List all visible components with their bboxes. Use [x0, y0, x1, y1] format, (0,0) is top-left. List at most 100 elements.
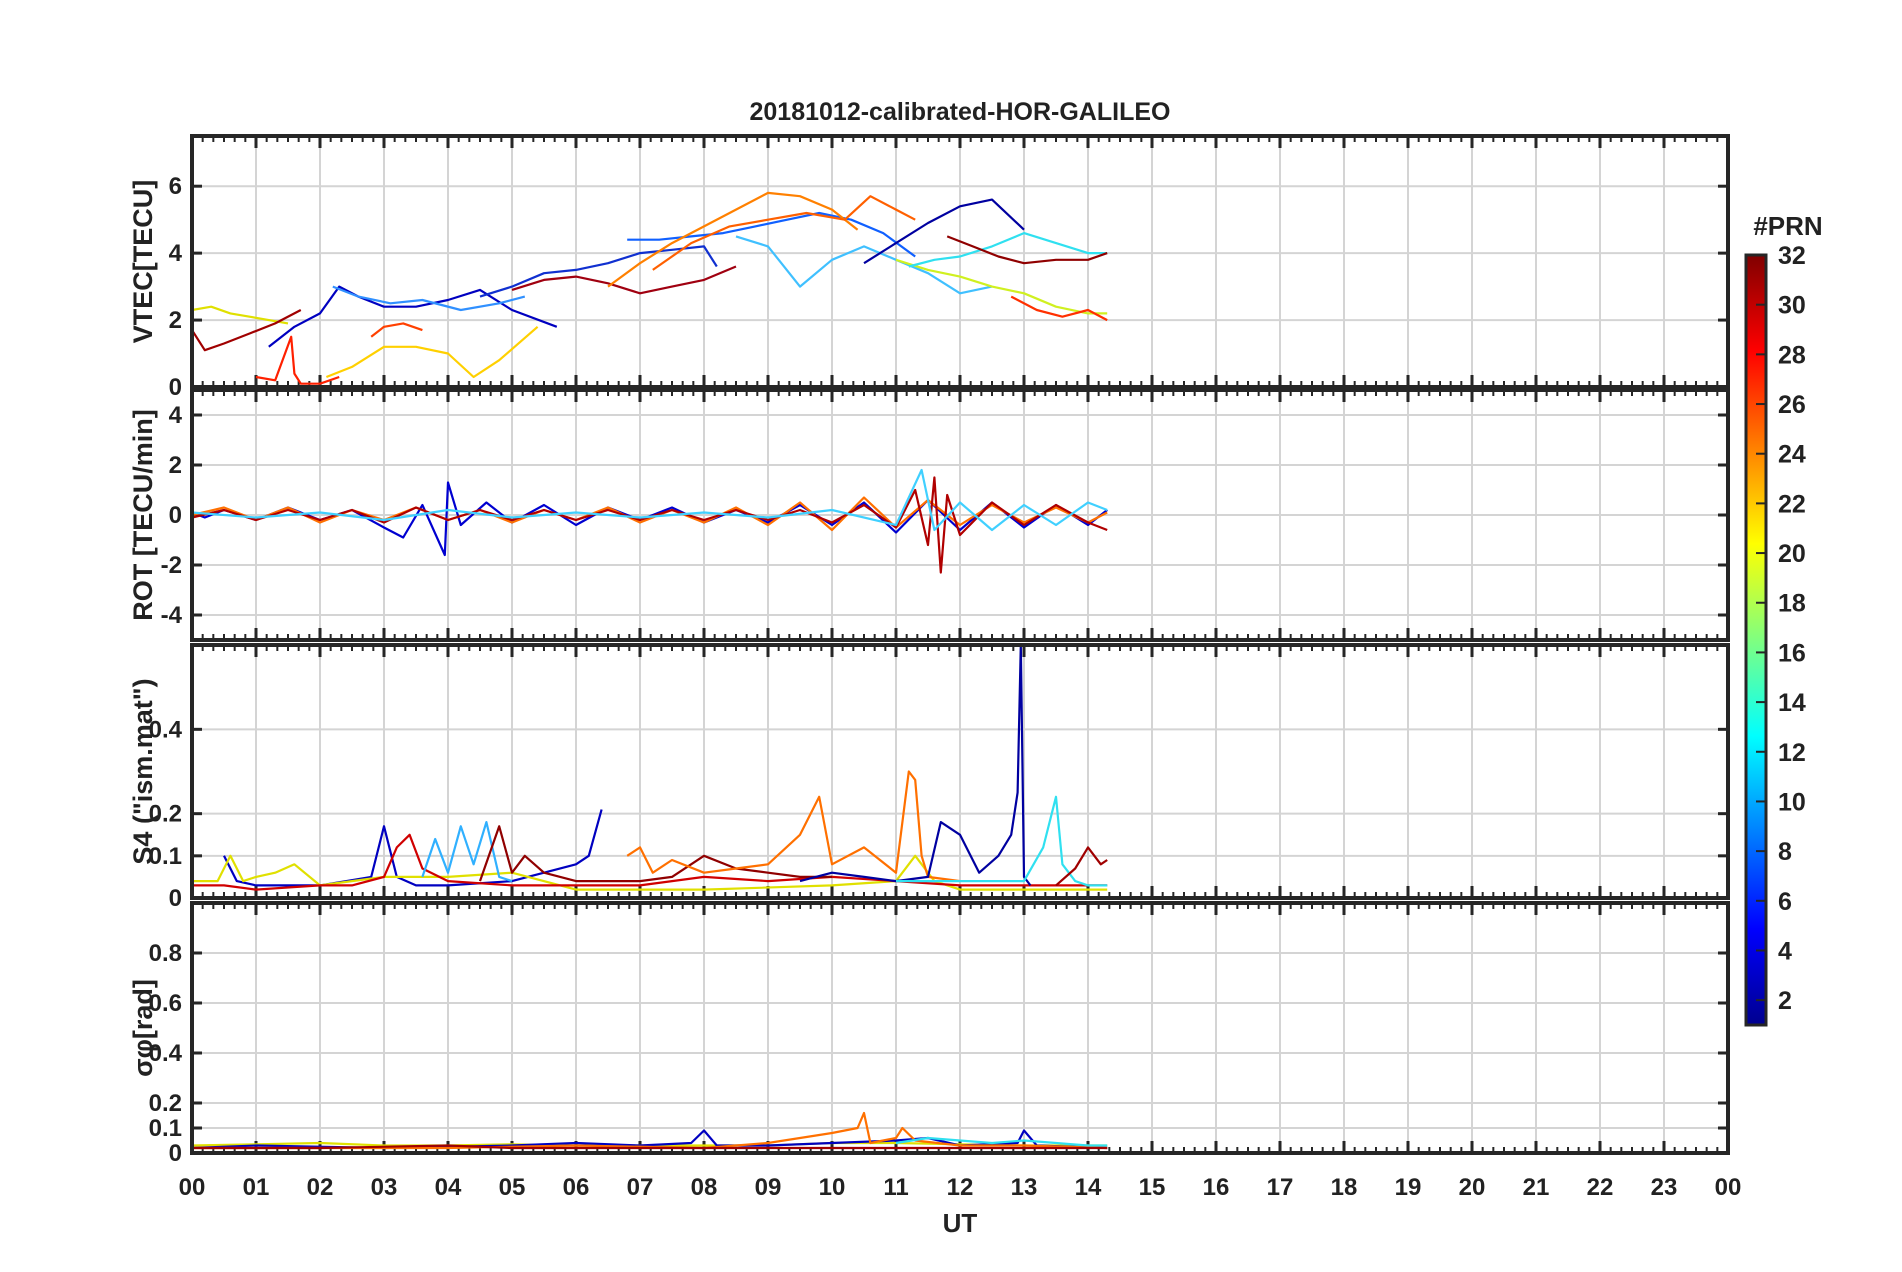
panel-frame	[190, 901, 1730, 1155]
x-tick-label: 03	[371, 1174, 398, 1201]
y-tick-label: 0.6	[149, 990, 182, 1017]
colorbar-gradient	[1744, 253, 1768, 1027]
series-line	[626, 770, 961, 883]
series-line	[607, 191, 859, 288]
colorbar-tick-label: 6	[1778, 888, 1792, 916]
series-line	[896, 795, 1108, 887]
y-tick-label: -2	[161, 552, 182, 579]
x-tick-label: 14	[1075, 1174, 1102, 1201]
series-line	[268, 285, 558, 348]
y-tick-label: 4	[169, 402, 183, 429]
colorbar-tick-label: 24	[1778, 441, 1806, 469]
x-tick-label: 00	[1715, 1174, 1742, 1201]
series-line	[478, 825, 832, 883]
x-tick-label: 07	[627, 1174, 654, 1201]
series-line	[479, 245, 718, 298]
series-line	[370, 322, 423, 338]
y-axis-label: σφ[rad]	[128, 979, 158, 1077]
colorbar-title: #PRN	[1753, 211, 1822, 241]
colorbar-tick-label: 16	[1778, 639, 1806, 667]
x-tick-label: 10	[819, 1174, 846, 1201]
x-tick-label: 05	[499, 1174, 526, 1201]
y-tick-label: 0.4	[149, 716, 183, 743]
x-tick-label: 09	[755, 1174, 782, 1201]
series-group	[192, 191, 1108, 385]
panel-2: -4 -2 0 2 4 ROT [TECU/min]	[128, 388, 1730, 642]
panel-1: 0 2 4 6 VTEC[TECU]	[128, 134, 1730, 401]
series-line	[946, 235, 1108, 265]
y-tick-label: 0.1	[149, 843, 182, 870]
x-tick-label: 20	[1459, 1174, 1486, 1201]
colorbar-tick-label: 2	[1778, 987, 1792, 1015]
series-line	[192, 309, 302, 352]
panel-frame	[190, 134, 1730, 389]
series-line	[1055, 846, 1108, 887]
x-tick-label: 21	[1523, 1174, 1550, 1201]
series-line	[895, 1136, 1108, 1147]
colorbar-tick-label: 26	[1778, 391, 1806, 419]
x-tick-label: 02	[307, 1174, 334, 1201]
y-tick-label: 4	[169, 240, 183, 267]
x-tick-label: 16	[1203, 1174, 1230, 1201]
x-tick-label: 06	[563, 1174, 590, 1201]
y-tick-label: 2	[169, 307, 182, 334]
y-tick-label: 0	[169, 1140, 182, 1167]
y-tick-label: 0.1	[149, 1115, 182, 1142]
colorbar-tick-label: 28	[1778, 341, 1806, 369]
series-line	[192, 833, 1108, 891]
x-tick-label: 12	[947, 1174, 974, 1201]
series-line	[192, 305, 289, 325]
x-tick-label: 08	[691, 1174, 718, 1201]
series-group	[192, 645, 1108, 891]
series-line	[325, 325, 539, 379]
y-tick-label: 0	[169, 374, 182, 401]
series-line	[799, 645, 1032, 887]
panel-frame	[190, 388, 1730, 642]
x-tick-label: 01	[243, 1174, 270, 1201]
series-line	[511, 265, 737, 295]
series-line	[735, 235, 993, 295]
colorbar-tick-label: 30	[1778, 292, 1806, 320]
x-tick-label: 00	[179, 1174, 206, 1201]
y-tick-label: 0.4	[149, 1040, 183, 1067]
series-line	[332, 285, 526, 312]
y-axis-label: ROT [TECU/min]	[128, 409, 158, 620]
chart-title: 20181012-calibrated-HOR-GALILEO	[750, 98, 1171, 126]
series-line	[255, 335, 340, 385]
series-line	[1010, 295, 1108, 322]
colorbar-tick-label: 12	[1778, 739, 1806, 767]
series-line	[192, 1111, 1108, 1150]
colorbar-tick-label: 4	[1778, 937, 1792, 965]
x-tick-label: 23	[1651, 1174, 1678, 1201]
colorbar-tick-label: 8	[1778, 838, 1792, 866]
y-tick-label: 6	[169, 173, 182, 200]
series-line	[908, 232, 1108, 268]
x-tick-label: 19	[1395, 1174, 1422, 1201]
series-line	[192, 1144, 1108, 1150]
x-tick-label: 15	[1139, 1174, 1166, 1201]
x-tick-label: 17	[1267, 1174, 1294, 1201]
series-line	[652, 195, 916, 271]
y-tick-label: 0	[169, 502, 182, 529]
x-tick-labels: 00 01 02 03 04 05 06 07 08 09 10 11 12 13 14 15 16 17 18 19…	[179, 1174, 1742, 1201]
x-tick-label: 18	[1331, 1174, 1358, 1201]
series-line	[223, 809, 603, 887]
panel-frame	[190, 643, 1730, 900]
y-tick-label: 0.2	[149, 801, 182, 828]
colorbar-tick-label: 32	[1778, 242, 1806, 270]
x-tick-label: 11	[883, 1174, 908, 1201]
y-tick-label: 0	[169, 885, 182, 912]
series-line	[627, 211, 916, 258]
colorbar-tick-label: 10	[1778, 788, 1806, 816]
colorbar-tick-label: 22	[1778, 490, 1806, 518]
x-tick-label: 22	[1587, 1174, 1614, 1201]
series-line	[421, 820, 513, 883]
x-axis-label: UT	[943, 1208, 978, 1238]
y-axis-label: S4 ("ism.mat")	[128, 678, 158, 864]
x-tick-label: 13	[1011, 1174, 1038, 1201]
series-group	[192, 468, 1108, 574]
panel-4: 00.10.2 0.4 0.6 0.8 σφ[rad]	[128, 901, 1730, 1167]
